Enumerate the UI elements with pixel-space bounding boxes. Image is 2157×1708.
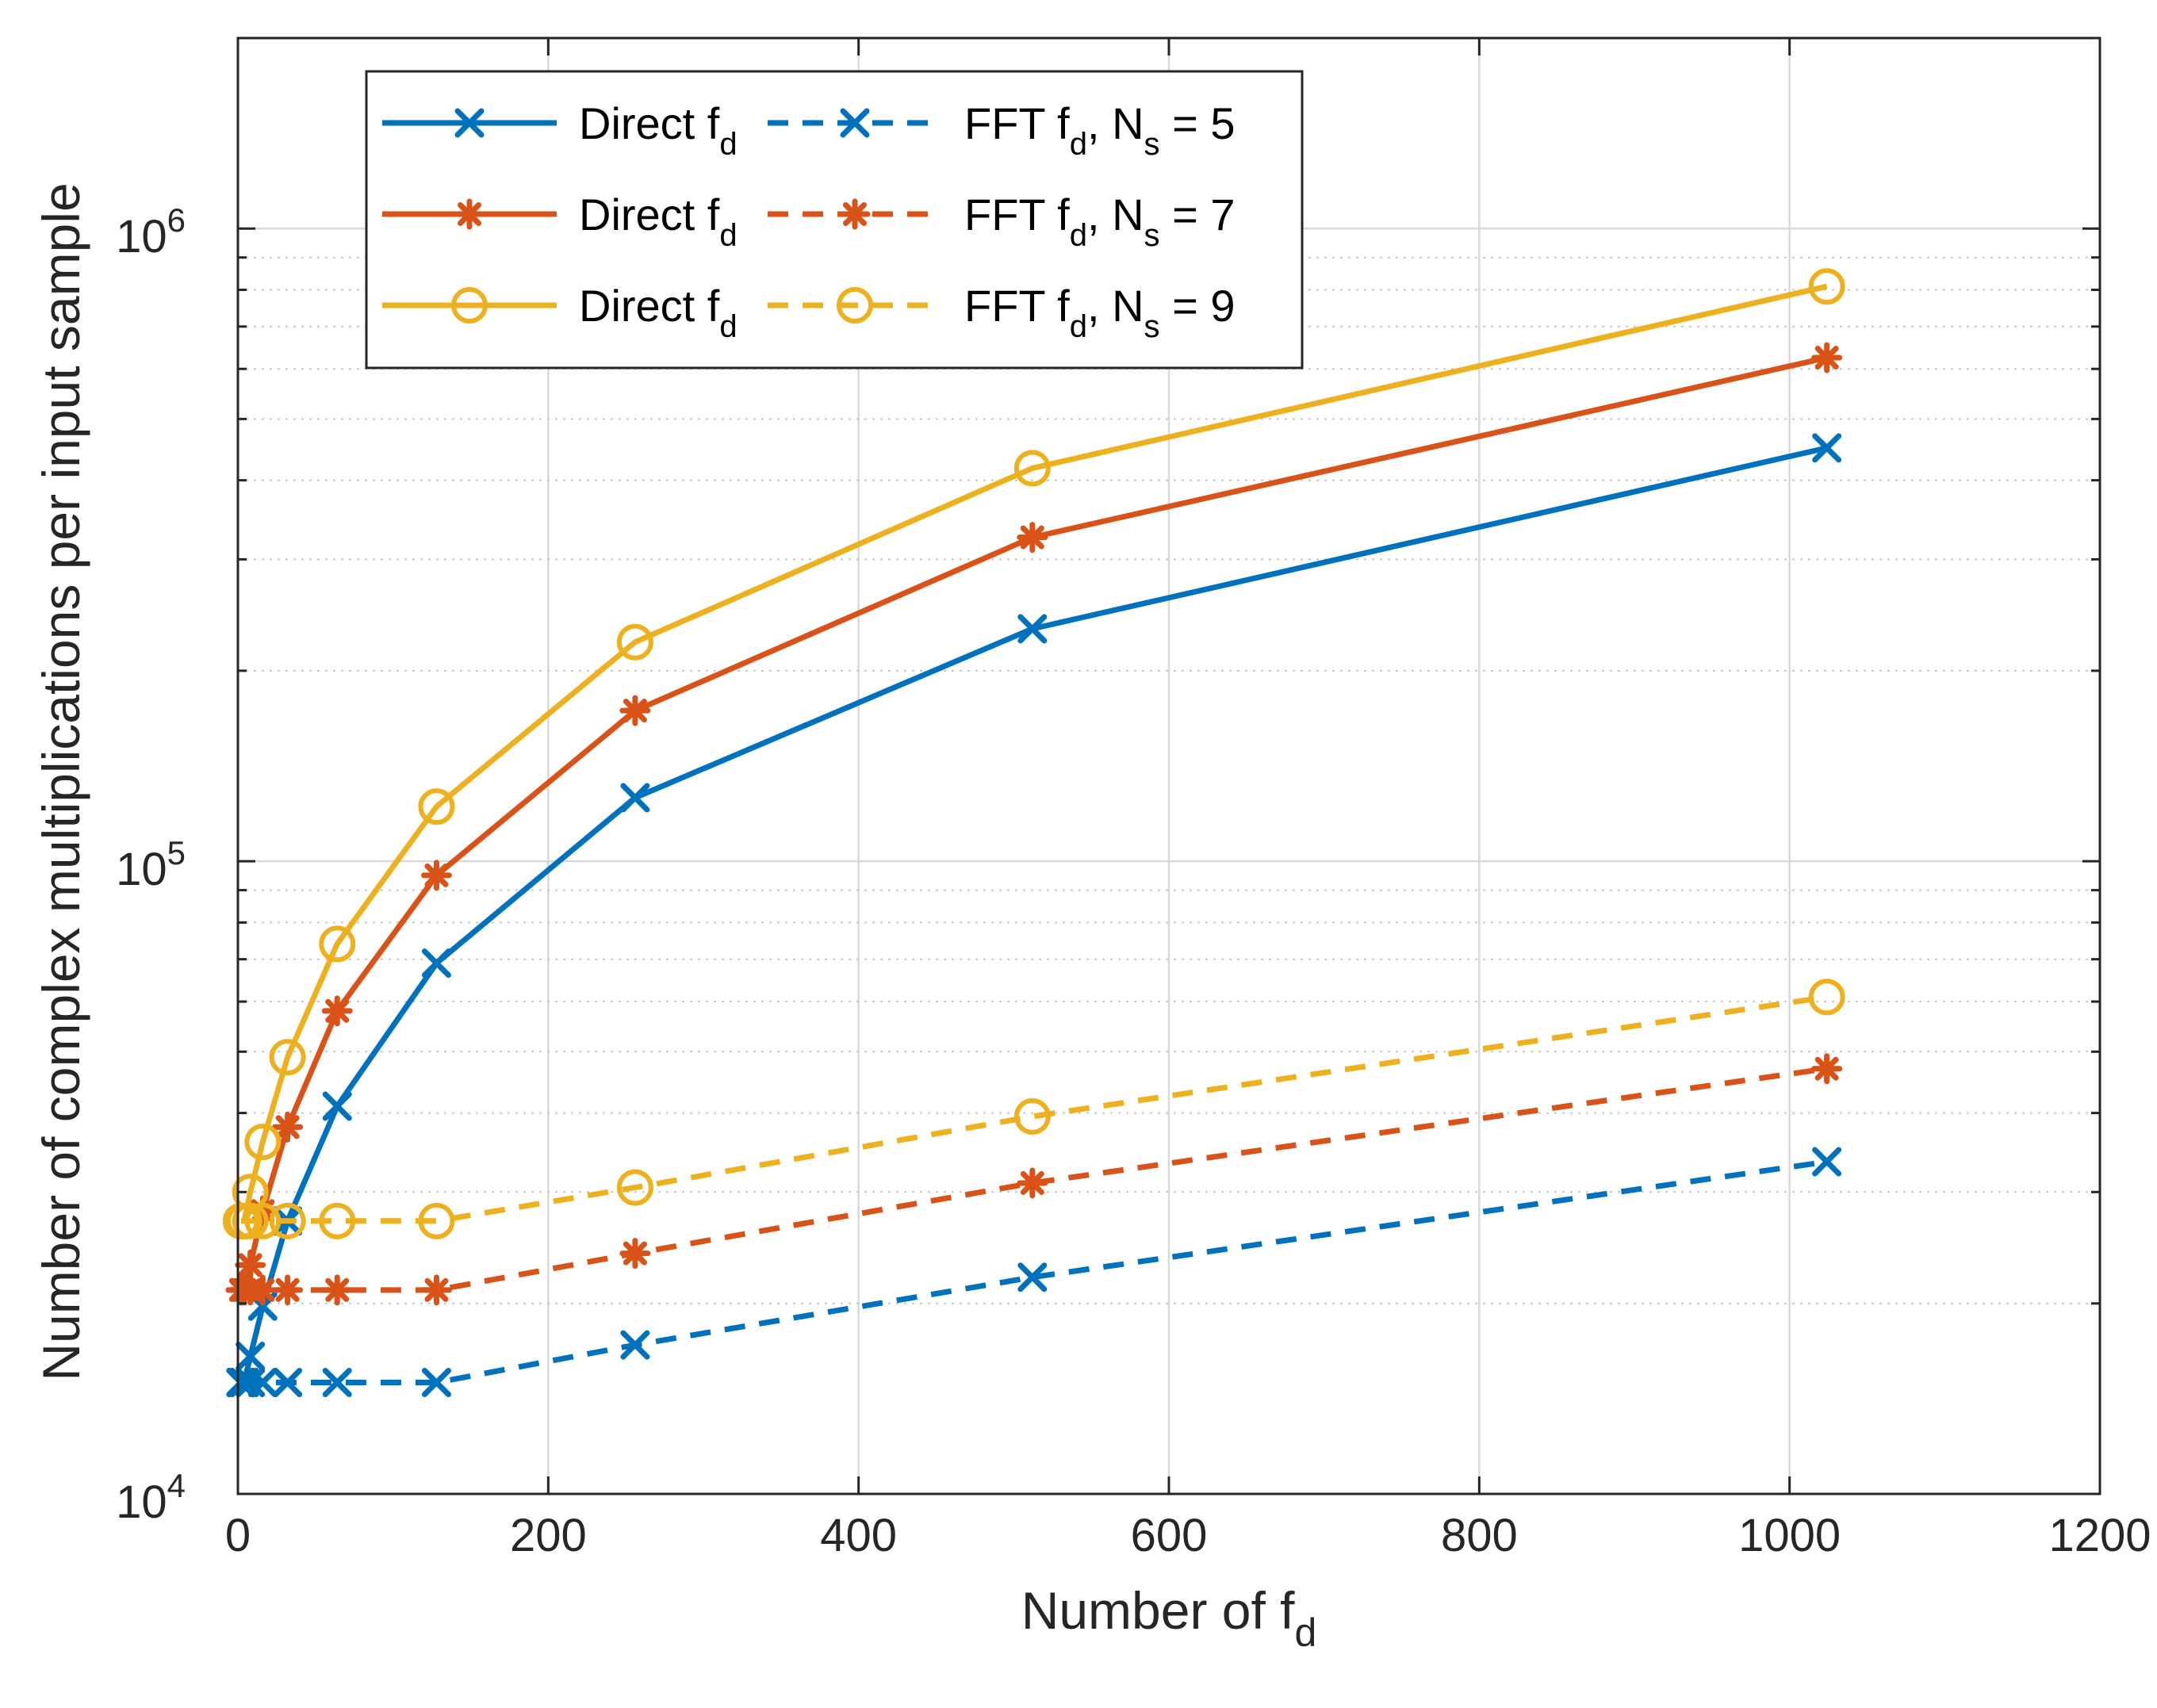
data-point (421, 948, 451, 978)
series-line (240, 445, 1828, 1385)
data-point (420, 860, 452, 891)
data-point (322, 1368, 352, 1397)
data-point (1811, 1053, 1843, 1085)
legend-marker (837, 287, 873, 324)
data-point (272, 1274, 304, 1306)
data-point (1017, 614, 1048, 644)
legend-entry-direct-f-d-n-s-5: Direct fd (382, 98, 738, 162)
legend-marker (454, 108, 485, 138)
data-point (421, 1368, 451, 1397)
series-layer (222, 268, 1845, 1397)
data-point (1808, 978, 1845, 1016)
data-point (319, 925, 356, 963)
legend-entry-direct-f-d-n-s-7: Direct fd (382, 190, 738, 253)
data-point (247, 1368, 278, 1397)
data-point (319, 1202, 356, 1239)
data-point (232, 1202, 269, 1239)
data-point (616, 1169, 653, 1206)
y-tick-label: 106 (116, 201, 186, 262)
legend-entry-fft-f-d-n-s-7: FFT fd, Ns = 7 (768, 190, 1236, 253)
data-point (321, 1274, 353, 1306)
data-point (1013, 1097, 1051, 1135)
legend-marker (451, 287, 488, 324)
legend-label: Direct fd (579, 190, 738, 253)
data-point (272, 1111, 304, 1143)
data-point (236, 1341, 266, 1371)
data-point (418, 1202, 455, 1239)
legend-marker (454, 198, 485, 230)
legend-label: FFT fd, Ns = 9 (964, 281, 1236, 344)
data-point (619, 1238, 651, 1270)
legend-label: FFT fd, Ns = 7 (964, 190, 1236, 253)
x-tick-label: 0 (225, 1510, 251, 1561)
data-point (619, 695, 651, 726)
legend-marker (840, 108, 870, 138)
data-point (247, 1274, 278, 1306)
series-fft-f-d-n-s-5 (226, 1147, 1842, 1397)
data-point (321, 995, 353, 1027)
data-point (418, 788, 455, 825)
series-direct-f-d-n-s-7 (225, 342, 1843, 1306)
y-tick-label: 105 (116, 834, 186, 895)
data-point (1017, 522, 1048, 553)
data-point (322, 1091, 352, 1121)
legend-label: Direct fd (579, 281, 738, 344)
data-point (1812, 1147, 1842, 1177)
data-point (1017, 1262, 1048, 1292)
series-fft-f-d-n-s-7 (225, 1053, 1843, 1306)
legend-label: Direct fd (579, 98, 738, 162)
x-tick-label: 1200 (2048, 1510, 2151, 1561)
legend-entry-direct-f-d-n-s-9: Direct fd (382, 281, 738, 344)
x-tick-labels: 0 200 400 600 800 1000 1200 (225, 1510, 2151, 1561)
legend-entry-fft-f-d-n-s-5: FFT fd, Ns = 5 (768, 98, 1236, 162)
data-point (1811, 342, 1843, 373)
data-point (244, 1124, 282, 1161)
x-tick-label: 800 (1441, 1510, 1518, 1561)
x-tick-label: 200 (510, 1510, 587, 1561)
legend-marker (839, 198, 871, 230)
data-point (1808, 268, 1845, 305)
series-line (240, 354, 1828, 1293)
data-point (616, 623, 653, 661)
data-point (269, 1039, 306, 1076)
y-axis-label: Number of complex multiplications per in… (32, 182, 90, 1381)
data-point (420, 1274, 452, 1306)
x-tick-label: 400 (820, 1510, 897, 1561)
legend: Direct fd Direct fd Direct fd FFT fd, Ns = … (365, 70, 1304, 370)
x-tick-label: 600 (1131, 1510, 1208, 1561)
data-point (269, 1202, 306, 1239)
data-point (235, 1249, 266, 1281)
data-point (1013, 450, 1051, 487)
data-point (620, 783, 650, 813)
legend-label: FFT fd, Ns = 5 (964, 98, 1236, 162)
y-tick-labels: 104 105 106 (116, 201, 186, 1528)
data-point (1017, 1167, 1048, 1199)
legend-entry-fft-f-d-n-s-9: FFT fd, Ns = 9 (768, 281, 1236, 344)
data-point (1812, 433, 1842, 463)
series-fft-f-d-n-s-9 (222, 978, 1845, 1239)
tick-marks (236, 36, 2101, 1495)
x-axis-label: Number of fd (1021, 1581, 1317, 1655)
data-point (620, 1330, 650, 1360)
data-point (273, 1368, 303, 1397)
y-tick-label: 104 (116, 1467, 186, 1528)
data-point (244, 1202, 282, 1239)
x-tick-label: 1000 (1738, 1510, 1841, 1561)
